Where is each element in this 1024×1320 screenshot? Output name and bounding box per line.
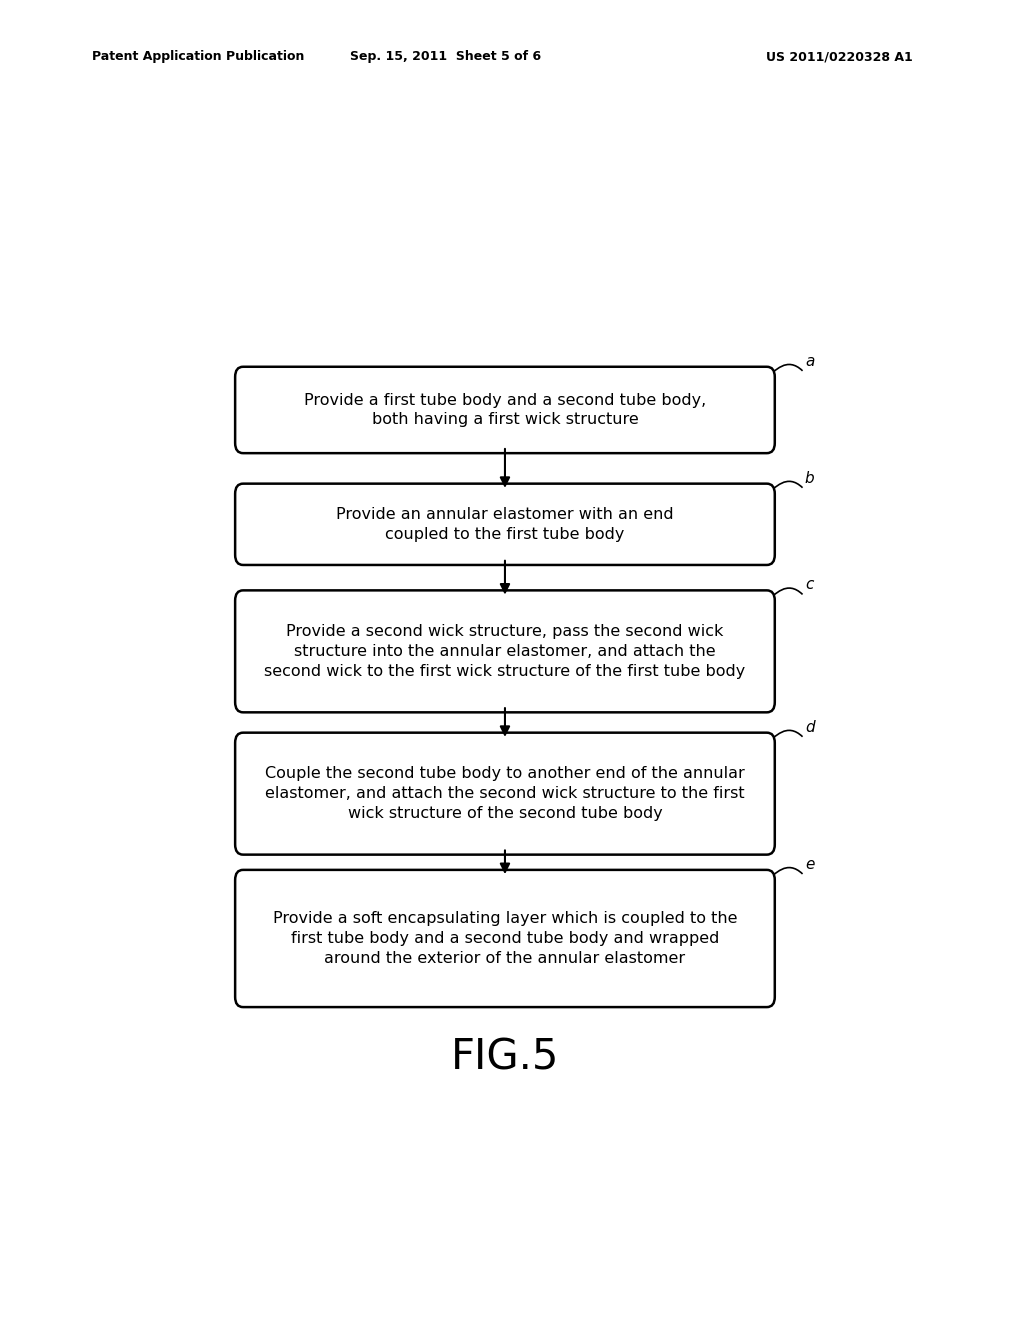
FancyBboxPatch shape xyxy=(236,483,775,565)
Text: FIG.5: FIG.5 xyxy=(451,1038,559,1078)
Text: a: a xyxy=(805,354,814,368)
Text: Patent Application Publication: Patent Application Publication xyxy=(92,50,304,63)
Text: Provide an annular elastomer with an end
coupled to the first tube body: Provide an annular elastomer with an end… xyxy=(336,507,674,541)
Text: c: c xyxy=(805,577,813,593)
Text: Provide a soft encapsulating layer which is coupled to the
first tube body and a: Provide a soft encapsulating layer which… xyxy=(272,911,737,966)
Text: Sep. 15, 2011  Sheet 5 of 6: Sep. 15, 2011 Sheet 5 of 6 xyxy=(350,50,541,63)
Text: e: e xyxy=(805,857,814,873)
Text: US 2011/0220328 A1: US 2011/0220328 A1 xyxy=(766,50,913,63)
FancyBboxPatch shape xyxy=(236,733,775,854)
Text: b: b xyxy=(805,471,814,486)
FancyBboxPatch shape xyxy=(236,590,775,713)
Text: Provide a second wick structure, pass the second wick
structure into the annular: Provide a second wick structure, pass th… xyxy=(264,624,745,678)
Text: d: d xyxy=(805,719,814,735)
Text: Couple the second tube body to another end of the annular
elastomer, and attach : Couple the second tube body to another e… xyxy=(265,767,744,821)
Text: Provide a first tube body and a second tube body,
both having a first wick struc: Provide a first tube body and a second t… xyxy=(304,392,707,428)
FancyBboxPatch shape xyxy=(236,870,775,1007)
FancyBboxPatch shape xyxy=(236,367,775,453)
